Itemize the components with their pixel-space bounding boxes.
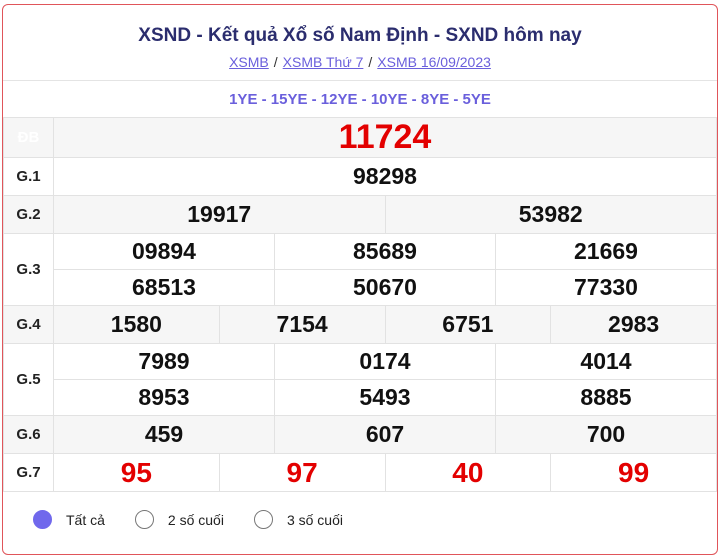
prize-number: 77330 (495, 269, 717, 306)
row-g6: G.6 459 607 700 (3, 415, 717, 454)
prize-number: 2983 (550, 305, 717, 344)
prize-number: 1580 (53, 305, 220, 344)
divider (3, 80, 717, 81)
prize-number: 700 (495, 415, 717, 454)
filter-all[interactable]: Tất cả (33, 510, 105, 529)
prize-number: 97 (218, 453, 386, 492)
prize-number: 95 (53, 453, 220, 492)
prize-number: 0174 (274, 343, 496, 380)
radio-icon[interactable] (134, 510, 154, 529)
prize-number: 09894 (53, 233, 275, 270)
row-g5b: 8953 5493 8885 (4, 379, 717, 416)
prize-number: 40 (384, 453, 552, 492)
prize-label: G.4 (3, 305, 54, 344)
row-db: ĐB 11724 (3, 117, 717, 158)
row-g1: G.1 98298 (3, 157, 717, 196)
breadcrumb-date[interactable]: XSMB 16/09/2023 (377, 54, 491, 70)
radio-selected-icon[interactable] (33, 510, 52, 529)
special-prize: 11724 (53, 117, 717, 158)
filter-label: Tất cả (66, 511, 105, 528)
breadcrumb-xsmb-thu7[interactable]: XSMB Thứ 7 (282, 54, 364, 70)
prize-number: 5493 (274, 379, 496, 416)
prize-label: G.7 (3, 453, 54, 492)
prize-number: 21669 (495, 233, 717, 270)
prize-number: 6751 (384, 305, 552, 344)
prize-number: 99 (550, 453, 717, 492)
prize-label: G.6 (3, 415, 54, 454)
prize-label: ĐB (3, 117, 54, 158)
row-g4: G.4 1580 7154 6751 2983 (3, 305, 717, 344)
prize-number: 50670 (274, 269, 496, 306)
prize-number: 7154 (218, 305, 386, 344)
breadcrumb-separator: / (273, 54, 278, 70)
prize-number: 7989 (53, 343, 275, 380)
results-table: ĐB 11724 G.1 98298 G.2 19917 53982 G.3 0… (3, 117, 717, 492)
filter-last-2[interactable]: 2 số cuối (134, 510, 224, 529)
breadcrumb-xsmb[interactable]: XSMB (229, 54, 269, 70)
display-filter: Tất cả 2 số cuối 3 số cuối (3, 510, 343, 529)
prize-number: 8885 (495, 379, 717, 416)
prize-number: 85689 (274, 233, 496, 270)
prize-number: 19917 (53, 195, 386, 234)
row-g5: G.5 7989 0174 4014 (3, 343, 717, 416)
row-g3b: 68513 50670 77330 (4, 269, 717, 306)
prize-codes: 1YE - 15YE - 12YE - 10YE - 8YE - 5YE (229, 91, 491, 108)
prize-label: G.1 (3, 157, 54, 196)
breadcrumb-separator: / (368, 54, 373, 70)
prize-number: 53982 (384, 195, 717, 234)
results-card: XSND - Kết quả Xổ số Nam Định - SXND hôm… (2, 4, 718, 555)
prize-number: 607 (274, 415, 496, 454)
breadcrumb: XSMB / XSMB Thứ 7/XSMB 16/09/2023 (3, 54, 717, 70)
prize-number: 8953 (53, 379, 275, 416)
row-g2: G.2 19917 53982 (3, 195, 717, 234)
prize-label: G.5 (3, 343, 54, 416)
filter-label: 3 số cuối (286, 511, 343, 528)
prize-label: G.2 (3, 195, 54, 234)
page-title: XSND - Kết quả Xổ số Nam Định - SXND hôm… (138, 25, 582, 46)
filter-last-3[interactable]: 3 số cuối (253, 510, 343, 529)
prize-number: 459 (53, 415, 275, 454)
filter-label: 2 số cuối (167, 511, 224, 528)
prize-number: 98298 (53, 157, 717, 196)
prize-number: 4014 (495, 343, 717, 380)
prize-label: G.3 (3, 233, 54, 306)
prize-number: 68513 (53, 269, 275, 306)
radio-icon[interactable] (253, 510, 273, 529)
row-g3: G.3 09894 85689 21669 (3, 233, 717, 306)
row-g7: G.7 95 97 40 99 (3, 453, 717, 492)
